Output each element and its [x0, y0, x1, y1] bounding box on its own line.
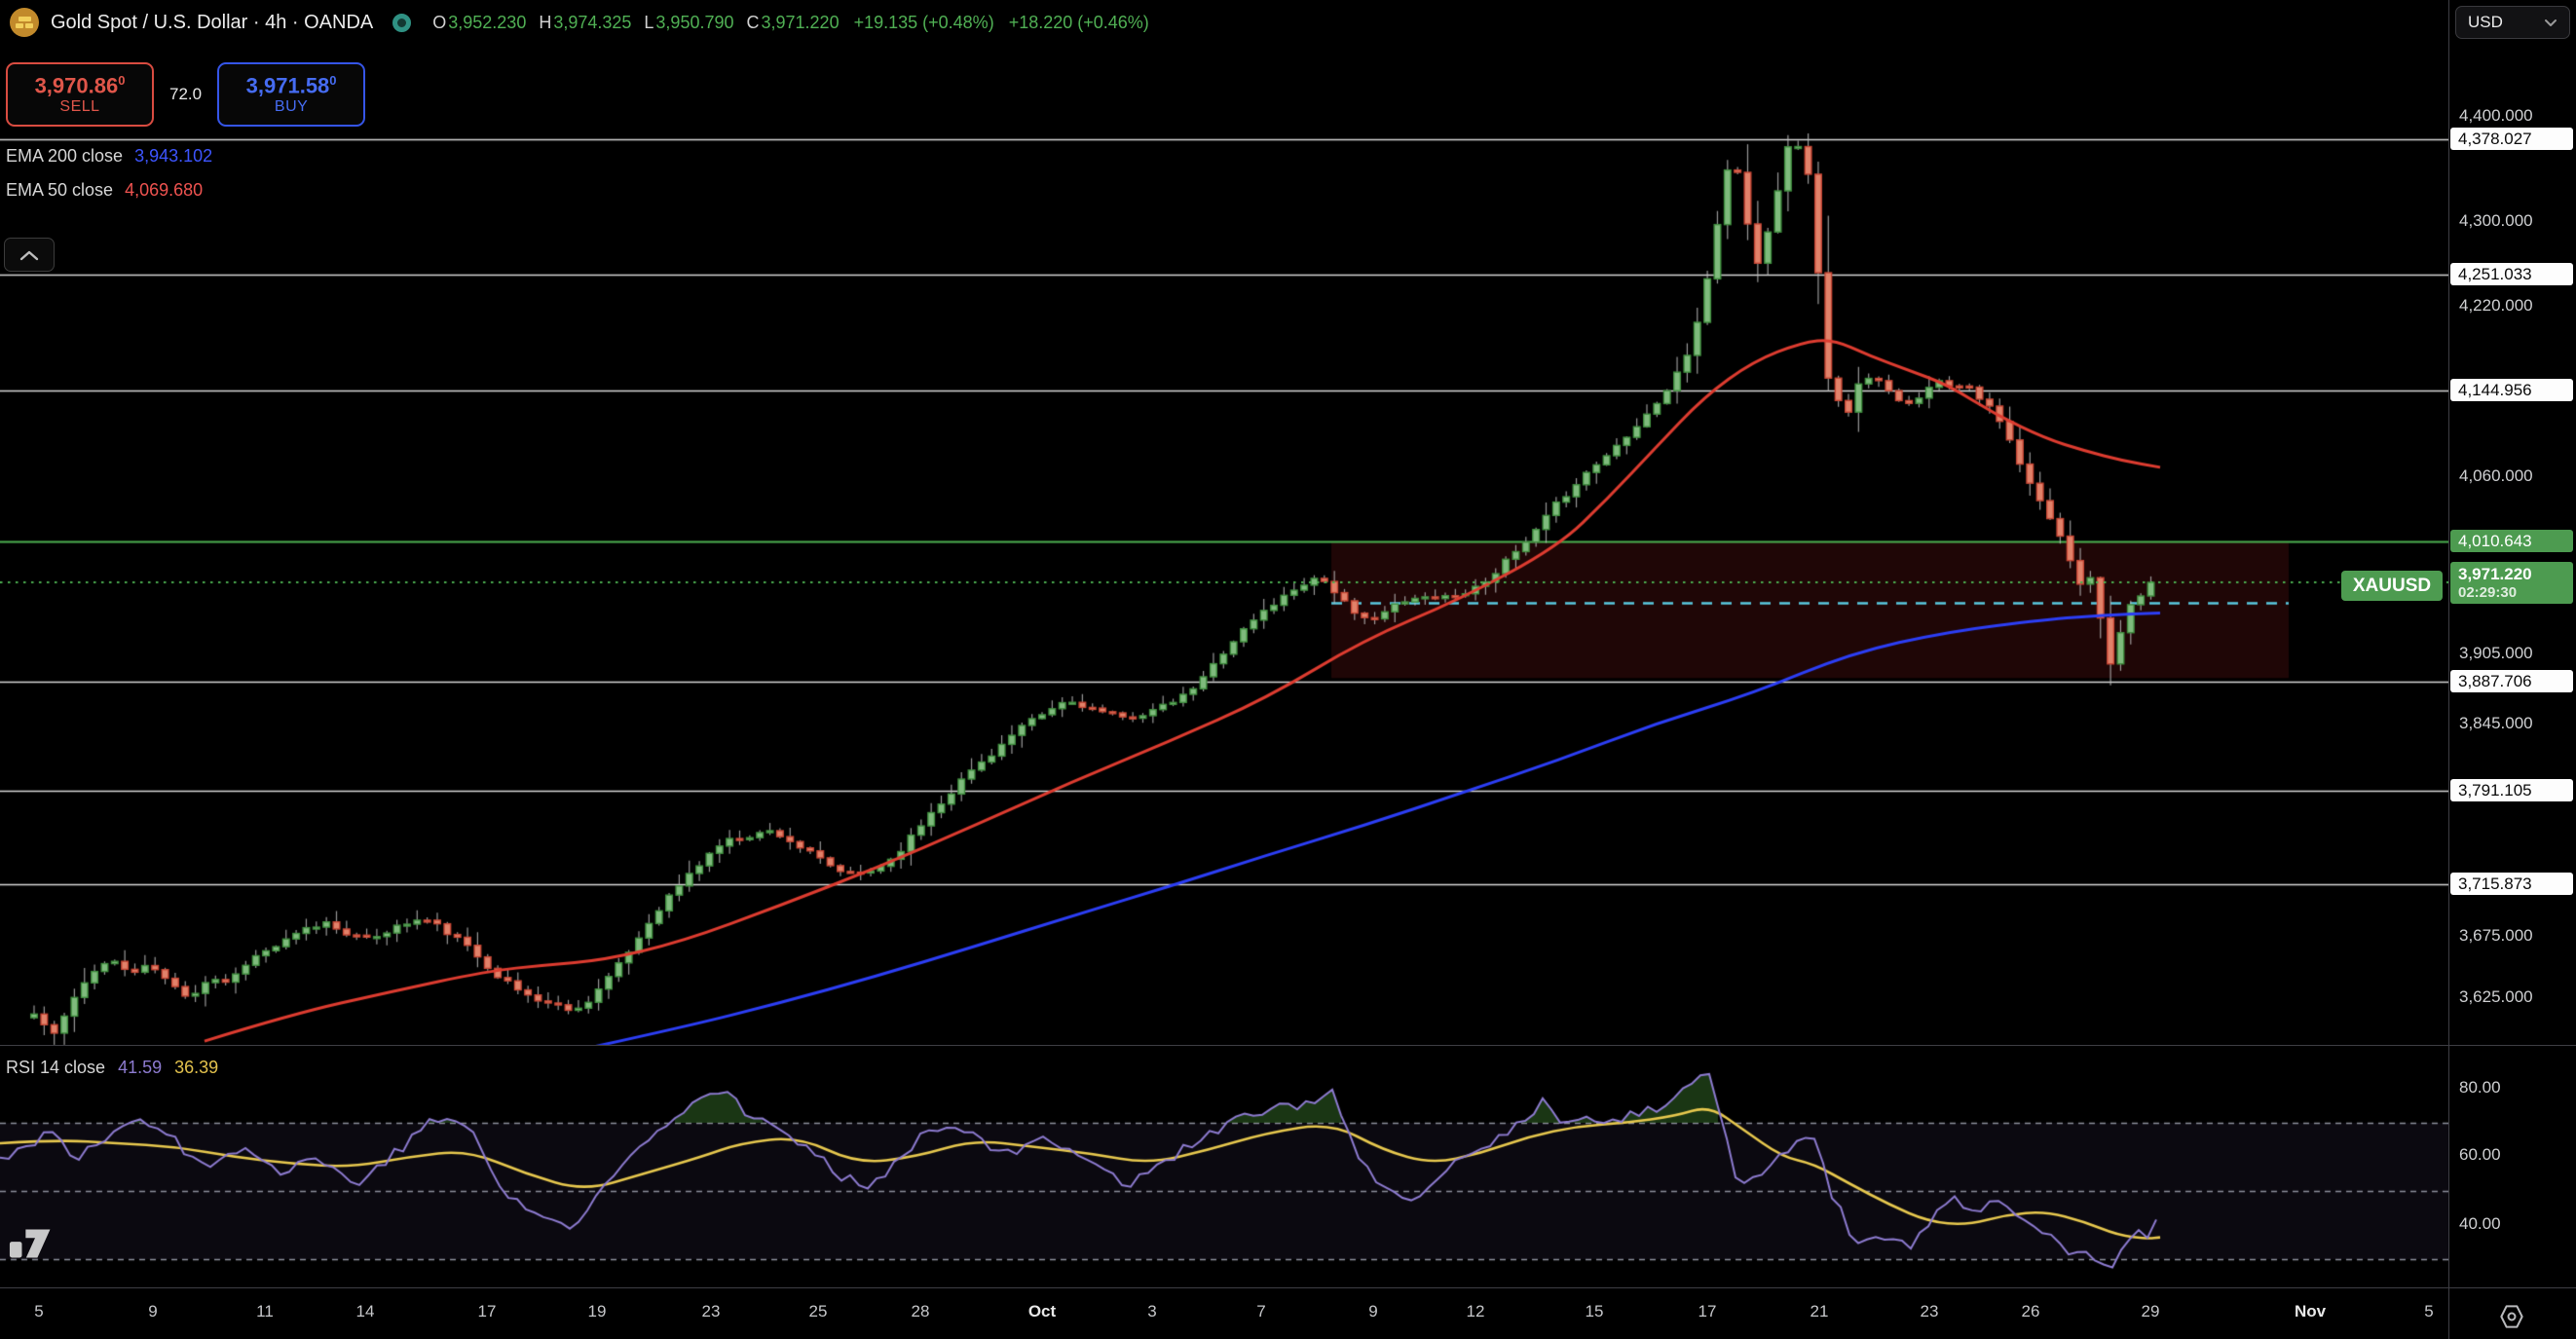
rsi-legend-row[interactable]: RSI 14 close 41.59 36.39 [6, 1058, 218, 1078]
time-axis-label: 9 [148, 1302, 158, 1320]
time-axis-label: 11 [256, 1302, 274, 1320]
chevron-up-icon [19, 250, 39, 260]
buy-button[interactable]: 3,971.580 BUY [217, 62, 366, 127]
price-scale-tick: 4,220.000 [2459, 296, 2533, 315]
price-scale-tick: 4,060.000 [2459, 466, 2533, 485]
ema50-label: EMA 50 close [6, 180, 114, 200]
pane-settings-button[interactable] [2496, 1301, 2527, 1337]
symbol-title[interactable]: Gold Spot / U.S. Dollar · 4h · OANDA [51, 11, 374, 33]
ema200-label: EMA 200 close [6, 146, 124, 166]
collapse-legend-button[interactable] [4, 238, 55, 272]
gold-symbol-icon [10, 8, 39, 37]
time-axis-label: 7 [1256, 1302, 1266, 1320]
price-scale-tick: 3,625.000 [2459, 987, 2533, 1006]
bar-countdown: 02:29:30 [2458, 584, 2518, 601]
time-axis-label: 25 [808, 1302, 828, 1320]
pane-divider[interactable] [0, 1045, 2576, 1046]
open-label: O [432, 12, 447, 32]
indicator-legend: EMA 200 close 3,943.102 EMA 50 close 4,0… [6, 146, 212, 214]
price-scale-tick: 4,400.000 [2459, 106, 2533, 125]
rsi-ma-value: 36.39 [174, 1058, 219, 1077]
time-axis-label: 5 [34, 1302, 44, 1320]
price-level-badge: 3,887.706 [2450, 670, 2573, 692]
green-level-badge: 4,010.643 [2450, 530, 2573, 552]
chart-canvas[interactable] [0, 0, 2448, 1287]
close-label: C [746, 12, 760, 32]
time-axis-label: 28 [911, 1302, 930, 1320]
time-axis-label: 26 [2021, 1302, 2040, 1320]
current-price-badge: 3,971.220 02:29:30 [2450, 562, 2573, 604]
price-scale-tick: 40.00 [2459, 1214, 2501, 1233]
time-axis-label: 5 [2424, 1302, 2434, 1320]
low-label: L [644, 12, 654, 32]
sell-button[interactable]: 3,970.860 SELL [6, 62, 154, 127]
close-value: 3,971.220 [761, 12, 840, 32]
currency-label: USD [2468, 13, 2503, 31]
time-axis-label: 3 [1147, 1302, 1157, 1320]
time-axis[interactable]: 5 9 11 14 17 19 23 25 28 Oct 3 7 9 12 15 17 21 23 26 29 Nov 5 [0, 1288, 2576, 1339]
time-axis-label: 29 [2141, 1302, 2160, 1320]
ema50-value: 4,069.680 [125, 180, 204, 200]
price-scale-tick: 4,300.000 [2459, 211, 2533, 230]
high-value: 3,974.325 [553, 12, 632, 32]
time-axis-label: 12 [1466, 1302, 1485, 1320]
sell-label: SELL [59, 97, 100, 115]
time-axis-label: 17 [1698, 1302, 1717, 1320]
time-axis-label: 9 [1368, 1302, 1378, 1320]
price-scale[interactable]: 4,400.000 4,300.000 4,220.000 4,060.000 3,90… [2449, 0, 2576, 1339]
high-label: H [539, 12, 552, 32]
open-value: 3,952.230 [448, 12, 527, 32]
price-level-badge: 3,715.873 [2450, 873, 2573, 895]
tradingview-logo[interactable] [8, 1227, 62, 1265]
time-axis-border [0, 1287, 2576, 1288]
low-value: 3,950.790 [655, 12, 734, 32]
gear-hexagon-icon [2500, 1305, 2523, 1328]
buy-label: BUY [274, 97, 309, 115]
price-scale-border[interactable] [2448, 0, 2449, 1339]
time-axis-label: Nov [2294, 1302, 2327, 1320]
price-level-badge: 4,251.033 [2450, 263, 2573, 285]
time-axis-label: 23 [1920, 1302, 1939, 1320]
chevron-down-icon [2545, 19, 2557, 26]
market-status-dot[interactable] [392, 13, 412, 32]
ohlc-values: O 3,952.230 H 3,974.325 L 3,950.790 C 3,971.… [432, 13, 1149, 33]
time-axis-label: 21 [1810, 1302, 1829, 1320]
price-scale-tick: 80.00 [2459, 1078, 2501, 1097]
price-scale-tick: 3,905.000 [2459, 644, 2533, 662]
spread-value: 72.0 [169, 85, 203, 103]
tradingview-logo-icon [9, 1229, 51, 1258]
time-axis-label: 17 [477, 1302, 497, 1320]
price-scale-tick: 3,845.000 [2459, 714, 2533, 732]
rsi-label: RSI 14 close [6, 1058, 106, 1077]
ema200-value: 3,943.102 [134, 146, 213, 166]
last-price-value: 3,971.220 [2458, 565, 2532, 583]
ema200-legend-row[interactable]: EMA 200 close 3,943.102 [6, 146, 212, 167]
price-level-badge: 4,378.027 [2450, 128, 2573, 150]
rsi-value: 41.59 [118, 1058, 163, 1077]
ema50-legend-row[interactable]: EMA 50 close 4,069.680 [6, 180, 212, 201]
change-daily: +18.220 (+0.46%) [1008, 12, 1149, 32]
time-axis-label: 15 [1585, 1302, 1604, 1320]
trade-panel: 3,970.860 SELL 72.0 3,971.580 BUY [6, 62, 366, 127]
time-axis-label: 19 [587, 1302, 607, 1320]
chart-header: Gold Spot / U.S. Dollar · 4h · OANDA O 3,… [10, 8, 1149, 37]
time-axis-label: 14 [355, 1302, 375, 1320]
price-level-badge: 3,791.105 [2450, 779, 2573, 801]
price-level-badge: 4,144.956 [2450, 379, 2573, 401]
price-scale-tick: 3,675.000 [2459, 926, 2533, 945]
price-scale-tick: 60.00 [2459, 1145, 2501, 1164]
time-axis-label: 23 [701, 1302, 721, 1320]
change-absolute: +19.135 (+0.48%) [853, 12, 994, 32]
currency-selector[interactable]: USD [2455, 6, 2570, 39]
time-axis-label: Oct [1027, 1302, 1057, 1320]
symbol-price-line-badge[interactable]: XAUUSD [2341, 571, 2443, 601]
